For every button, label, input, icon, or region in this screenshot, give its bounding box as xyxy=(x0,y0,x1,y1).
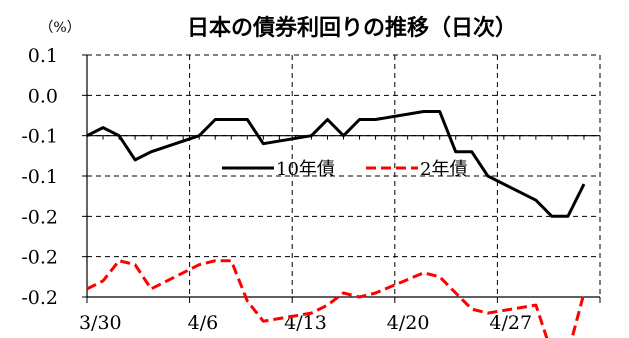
grid-lines xyxy=(87,54,601,297)
y-tick-label: 0.0 xyxy=(28,85,58,107)
x-tick-label: 4/13 xyxy=(284,312,327,334)
y-tick-label: 0.1 xyxy=(28,45,58,67)
unit-label: （%） xyxy=(39,20,80,36)
x-tick-label: 3/30 xyxy=(79,312,122,334)
series-lines xyxy=(86,110,586,338)
legend: 10年債 2年債 xyxy=(222,159,467,180)
x-tick-labels: 3/30 4/6 4/13 4/20 4/27 xyxy=(79,312,532,334)
y-tick-labels: 0.1 0.0 -0.1 -0.1 -0.2 -0.2 -0.2 xyxy=(21,45,58,309)
axes xyxy=(82,54,601,303)
y-tick-label: -0.2 xyxy=(21,287,58,309)
x-tick-label: 4/27 xyxy=(489,312,532,334)
x-tick-label: 4/20 xyxy=(387,312,430,334)
y-tick-label: -0.2 xyxy=(21,247,58,269)
y-tick-label: -0.2 xyxy=(21,206,58,228)
legend-label-1: 10年債 xyxy=(276,159,335,180)
y-tick-label: -0.1 xyxy=(21,166,58,188)
legend-label-2: 2年債 xyxy=(420,159,467,180)
y-tick-label: -0.1 xyxy=(21,126,58,148)
chart-title: 日本の債券利回りの推移（日次） xyxy=(187,15,517,41)
x-tick-label: 4/6 xyxy=(188,312,219,334)
series-line-2 xyxy=(86,259,586,338)
series-line-1 xyxy=(86,110,586,218)
